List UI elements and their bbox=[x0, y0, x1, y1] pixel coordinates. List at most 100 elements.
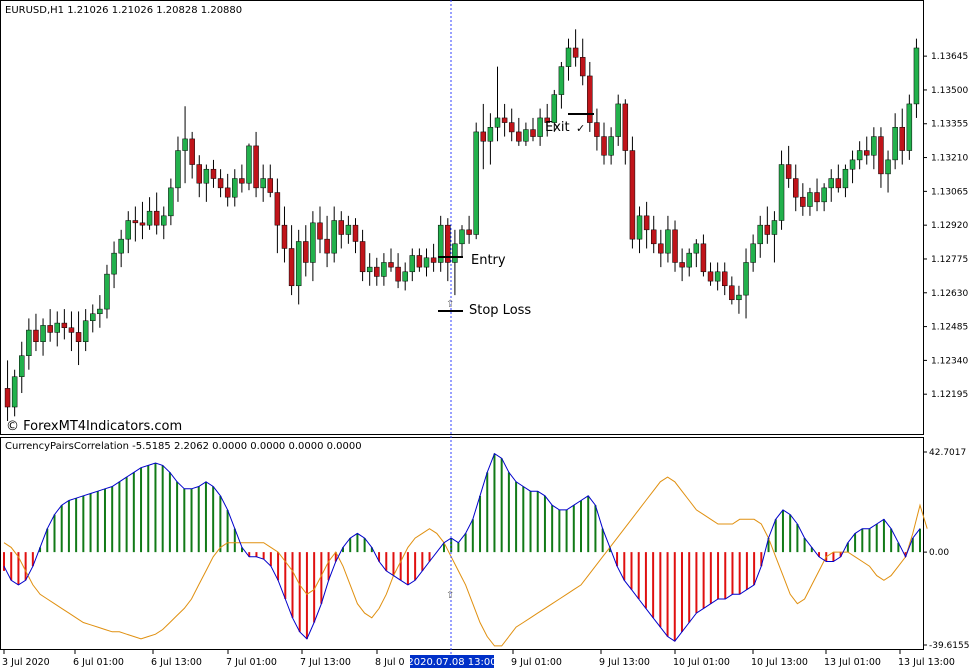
candle-body bbox=[61, 322, 68, 328]
candle-body bbox=[814, 192, 820, 203]
watermark: © ForexMT4Indicators.com bbox=[6, 419, 182, 434]
candle-body bbox=[125, 220, 131, 240]
indicator-tick-label: 42.7017 bbox=[929, 448, 966, 458]
candle-body bbox=[764, 224, 771, 235]
candle-body bbox=[757, 224, 763, 245]
candle-body bbox=[643, 215, 650, 231]
indicator-tick-label: 0.00 bbox=[929, 548, 949, 558]
candle-body bbox=[878, 136, 884, 175]
candle-body bbox=[19, 355, 25, 377]
candle-body bbox=[693, 243, 700, 254]
candle-body bbox=[430, 257, 437, 263]
candle-body bbox=[650, 229, 657, 245]
candle-body bbox=[161, 215, 167, 226]
candle-body bbox=[480, 131, 487, 142]
candle-body bbox=[239, 178, 245, 184]
candle-body bbox=[47, 325, 53, 333]
candle-body bbox=[565, 47, 572, 67]
y-tick-label: 1.12340 bbox=[931, 356, 968, 366]
indicator-panel[interactable] bbox=[0, 437, 924, 650]
candle-body bbox=[750, 243, 756, 263]
candle-body bbox=[338, 220, 345, 235]
x-tick-label: 7 Jul 01:00 bbox=[226, 657, 277, 668]
candle-body bbox=[189, 138, 195, 165]
candle-body bbox=[601, 136, 607, 156]
exit-label: Exit bbox=[545, 120, 570, 135]
candle-body bbox=[423, 257, 430, 268]
candle-body bbox=[317, 222, 323, 240]
candle-body bbox=[224, 187, 231, 198]
candle-body bbox=[686, 252, 692, 268]
candle-body bbox=[523, 129, 529, 142]
candle-body bbox=[459, 229, 465, 245]
candle-body bbox=[26, 329, 32, 356]
candle-body bbox=[466, 229, 472, 235]
candle-body bbox=[501, 117, 508, 123]
candle-body bbox=[416, 255, 423, 268]
candle-body bbox=[700, 243, 707, 273]
candle-body bbox=[168, 187, 174, 217]
candle-body bbox=[615, 103, 621, 137]
indicator-header: CurrencyPairsCorrelation -5.5185 2.2062 … bbox=[5, 441, 362, 452]
candle-body bbox=[118, 238, 124, 254]
candle-body bbox=[324, 238, 330, 254]
candle-body bbox=[636, 215, 643, 240]
candle-body bbox=[778, 164, 785, 221]
candle-body bbox=[104, 273, 110, 310]
candle-body bbox=[842, 168, 849, 189]
candle-body bbox=[721, 271, 728, 287]
candle-body bbox=[388, 262, 394, 268]
candle-body bbox=[892, 126, 898, 161]
candle-body bbox=[537, 117, 543, 137]
candle-body bbox=[899, 126, 905, 151]
candle-body bbox=[473, 131, 479, 235]
candle-body bbox=[785, 164, 792, 179]
candle-body bbox=[33, 329, 39, 342]
x-tick-label: 10 Jul 01:00 bbox=[673, 657, 730, 668]
candle-body bbox=[267, 178, 274, 193]
candle-body bbox=[658, 243, 664, 254]
candle-body bbox=[303, 241, 309, 263]
y-tick-label: 1.12775 bbox=[931, 255, 968, 265]
candle-body bbox=[558, 66, 565, 95]
candle-body bbox=[736, 294, 742, 301]
candle-body bbox=[821, 187, 827, 203]
candle-body bbox=[260, 178, 266, 189]
candle-body bbox=[587, 75, 593, 123]
candle-body bbox=[707, 271, 714, 282]
axes-group: 1.13645 1.13500 1.13355 1.13210 1.13065 1.129… bbox=[2, 52, 969, 668]
candle-body bbox=[90, 313, 96, 322]
candle-body bbox=[54, 322, 60, 333]
candle-body bbox=[352, 224, 359, 242]
candle-body bbox=[75, 332, 82, 342]
candle-body bbox=[246, 145, 252, 184]
price-panel[interactable] bbox=[0, 0, 924, 435]
candle-body bbox=[203, 168, 210, 184]
crosshair-time-bg bbox=[410, 655, 494, 668]
y-tick-label: 1.13645 bbox=[931, 52, 968, 62]
candle-body bbox=[771, 220, 778, 235]
candle-body bbox=[409, 255, 416, 273]
candle-body bbox=[672, 229, 678, 263]
y-tick-label: 1.13355 bbox=[931, 120, 968, 130]
candle-body bbox=[544, 117, 550, 123]
candle-body bbox=[295, 241, 302, 287]
x-tick-label: 9 Jul 13:00 bbox=[599, 657, 650, 668]
indicator-group bbox=[3, 452, 928, 647]
candle-body bbox=[97, 308, 103, 315]
candle-body bbox=[381, 262, 387, 277]
candle-body bbox=[331, 220, 337, 254]
candle-body bbox=[508, 122, 515, 133]
candle-body bbox=[68, 327, 75, 333]
candle-body bbox=[281, 224, 288, 249]
candle-body bbox=[111, 252, 117, 275]
checkmark-icon: ✓ bbox=[576, 122, 585, 135]
orange-line-series bbox=[3, 476, 928, 647]
y-tick-label: 1.12630 bbox=[931, 289, 968, 299]
candle-body bbox=[572, 47, 579, 58]
x-tick-label: 6 Jul 13:00 bbox=[151, 657, 202, 668]
candle-body bbox=[359, 241, 366, 273]
indicator-tick-label: -39.6155 bbox=[929, 641, 969, 651]
candle-body bbox=[175, 150, 181, 189]
